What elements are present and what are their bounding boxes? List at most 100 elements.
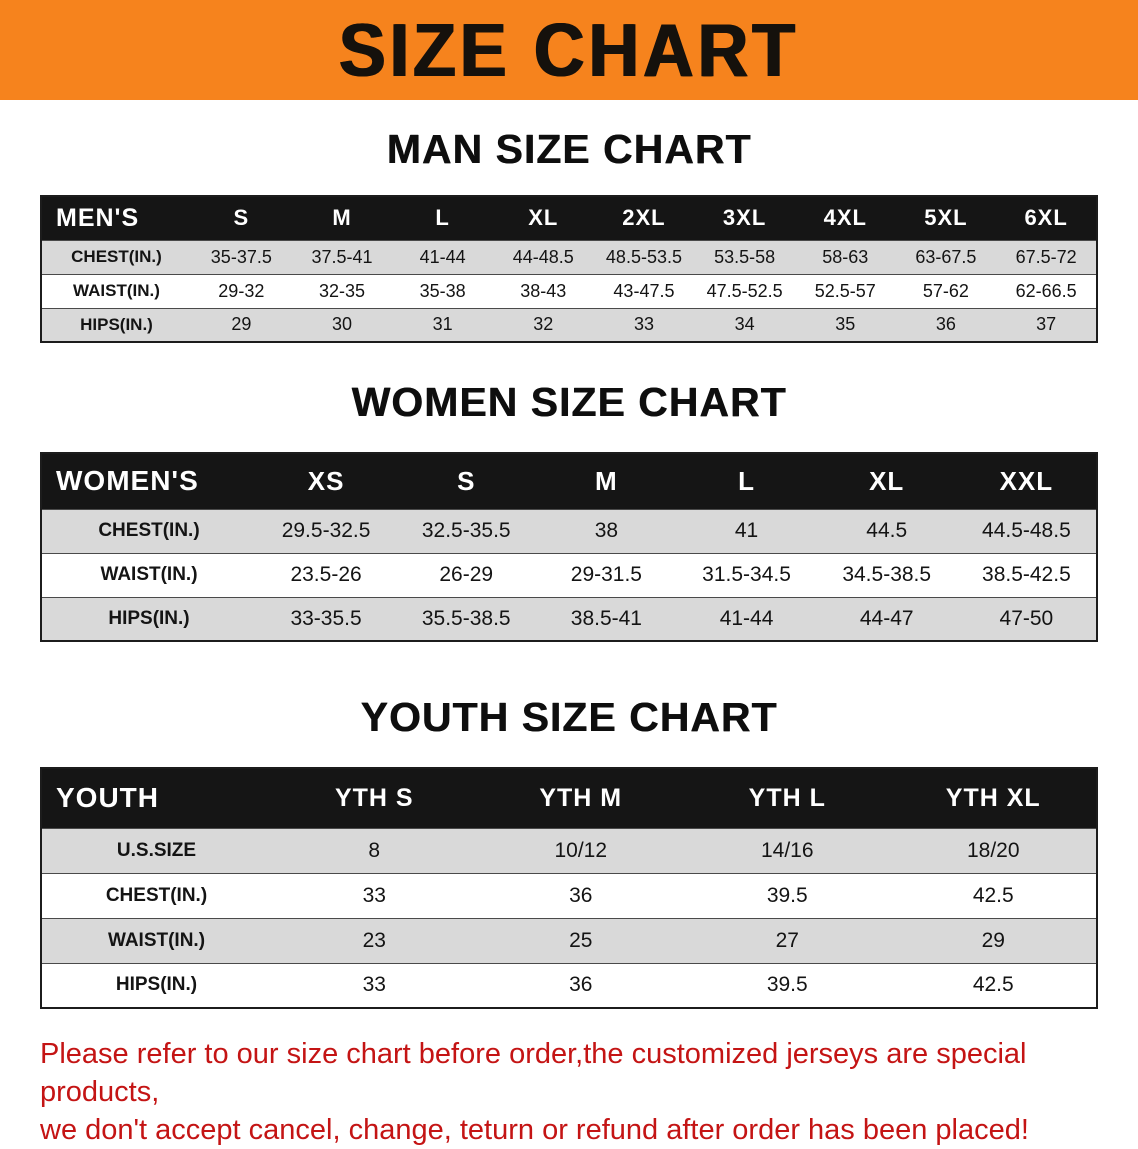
cell: 48.5-53.5 xyxy=(593,239,695,274)
women-size-table: WOMEN'S XS S M L XL XXL CHEST(IN.) 29.5-32.5 32.5… xyxy=(40,452,1098,642)
cell: 29.5-32.5 xyxy=(256,508,397,553)
table-row: WAIST(IN.) 23 25 27 29 xyxy=(41,917,1097,963)
cell: 44.5 xyxy=(816,508,957,553)
banner: SIZE CHART xyxy=(0,0,1138,100)
column-header: YTH L xyxy=(684,768,891,828)
cell: 10/12 xyxy=(477,827,684,873)
cell: 32 xyxy=(492,307,594,342)
cell: 38.5-41 xyxy=(536,596,677,641)
cell: 35-38 xyxy=(392,273,493,308)
cell: 29 xyxy=(890,917,1097,963)
row-label: HIPS(IN.) xyxy=(41,307,191,342)
youth-size-table: YOUTH YTH S YTH M YTH L YTH XL U.S.SIZE 8 10/12… xyxy=(40,767,1098,1009)
cell: 52.5-57 xyxy=(794,273,896,308)
cell: 47.5-52.5 xyxy=(694,273,795,308)
column-header: M xyxy=(536,453,677,509)
table-header-row: YOUTH YTH S YTH M YTH L YTH XL xyxy=(41,768,1097,828)
women-section-heading: WOMEN SIZE CHART xyxy=(351,379,787,425)
cell: 38-43 xyxy=(492,273,594,308)
cell: 33 xyxy=(593,307,695,342)
cell: 23.5-26 xyxy=(256,552,397,597)
cell: 42.5 xyxy=(890,872,1097,918)
column-header: 6XL xyxy=(996,196,1097,240)
cell: 36 xyxy=(895,307,997,342)
cell: 27 xyxy=(684,917,891,963)
cell: 26-29 xyxy=(396,552,537,597)
table-row: WAIST(IN.) 29-32 32-35 35-38 38-43 43-47.5 47.… xyxy=(41,273,1097,308)
table-row: HIPS(IN.) 29 30 31 32 33 34 35 36 37 xyxy=(41,307,1097,342)
cell: 37 xyxy=(996,307,1097,342)
cell: 35.5-38.5 xyxy=(396,596,537,641)
row-label: CHEST(IN.) xyxy=(41,872,271,918)
column-header: L xyxy=(392,196,493,240)
cell: 57-62 xyxy=(895,273,997,308)
men-section-heading: MAN SIZE CHART xyxy=(386,126,752,172)
page-title: SIZE CHART xyxy=(339,7,799,93)
cell: 35-37.5 xyxy=(191,239,292,274)
table-row: CHEST(IN.) 35-37.5 37.5-41 41-44 44-48.5 48.5… xyxy=(41,239,1097,274)
cell: 42.5 xyxy=(890,962,1097,1008)
cell: 29 xyxy=(191,307,292,342)
cell: 39.5 xyxy=(684,962,891,1008)
disclaimer-line-2: we don't accept cancel, change, teturn o… xyxy=(40,1114,1029,1146)
column-header: XL xyxy=(492,196,594,240)
row-label: WAIST(IN.) xyxy=(41,917,271,963)
column-header: 5XL xyxy=(895,196,997,240)
cell: 33-35.5 xyxy=(256,596,397,641)
cell: 30 xyxy=(291,307,393,342)
cell: 34 xyxy=(694,307,795,342)
cell: 32.5-35.5 xyxy=(396,508,537,553)
cell: 41 xyxy=(676,508,817,553)
column-header: 2XL xyxy=(593,196,695,240)
table-header-row: WOMEN'S XS S M L XL XXL xyxy=(41,453,1097,509)
cell: 53.5-58 xyxy=(694,239,795,274)
cell: 35 xyxy=(794,307,896,342)
cell: 29-32 xyxy=(191,273,292,308)
table-row: U.S.SIZE 8 10/12 14/16 18/20 xyxy=(41,827,1097,873)
cell: 44-48.5 xyxy=(492,239,594,274)
row-label: U.S.SIZE xyxy=(41,827,271,873)
column-header: M xyxy=(291,196,393,240)
cell: 14/16 xyxy=(684,827,891,873)
men-size-table: MEN'S S M L XL 2XL 3XL 4XL 5XL 6XL CHEST(IN.) 35-37… xyxy=(40,195,1098,343)
column-header: 3XL xyxy=(694,196,795,240)
cell: 34.5-38.5 xyxy=(816,552,957,597)
table-row: WAIST(IN.) 23.5-26 26-29 29-31.5 31.5-34.5 34… xyxy=(41,552,1097,597)
cell: 31 xyxy=(392,307,493,342)
table-corner-label: YOUTH xyxy=(41,768,271,828)
column-header: XS xyxy=(256,453,397,509)
cell: 38.5-42.5 xyxy=(956,552,1097,597)
table-corner-label: WOMEN'S xyxy=(41,453,256,509)
cell: 41-44 xyxy=(392,239,493,274)
cell: 62-66.5 xyxy=(996,273,1097,308)
table-row: CHEST(IN.) 33 36 39.5 42.5 xyxy=(41,872,1097,918)
cell: 25 xyxy=(477,917,684,963)
cell: 63-67.5 xyxy=(895,239,997,274)
row-label: WAIST(IN.) xyxy=(41,552,256,597)
column-header: 4XL xyxy=(794,196,896,240)
cell: 23 xyxy=(271,917,478,963)
cell: 44-47 xyxy=(816,596,957,641)
youth-section: YOUTH SIZE CHART YOUTH YTH S YTH M YTH L YTH… xyxy=(0,694,1138,1009)
table-row: HIPS(IN.) 33 36 39.5 42.5 xyxy=(41,962,1097,1008)
row-label: CHEST(IN.) xyxy=(41,239,191,274)
cell: 58-63 xyxy=(794,239,896,274)
cell: 67.5-72 xyxy=(996,239,1097,274)
cell: 37.5-41 xyxy=(291,239,393,274)
cell: 33 xyxy=(271,962,478,1008)
column-header: XXL xyxy=(956,453,1097,509)
cell: 29-31.5 xyxy=(536,552,677,597)
cell: 31.5-34.5 xyxy=(676,552,817,597)
cell: 44.5-48.5 xyxy=(956,508,1097,553)
men-section: MAN SIZE CHART MEN'S S M L XL 2XL 3XL 4XL 5XL 6XL… xyxy=(0,126,1138,343)
table-header-row: MEN'S S M L XL 2XL 3XL 4XL 5XL 6XL xyxy=(41,196,1097,240)
row-label: CHEST(IN.) xyxy=(41,508,256,553)
column-header: S xyxy=(396,453,537,509)
cell: 8 xyxy=(271,827,478,873)
row-label: WAIST(IN.) xyxy=(41,273,191,308)
cell: 47-50 xyxy=(956,596,1097,641)
cell: 33 xyxy=(271,872,478,918)
women-section: WOMEN SIZE CHART WOMEN'S XS S M L XL XXL CHEST(… xyxy=(0,379,1138,642)
table-corner-label: MEN'S xyxy=(41,196,191,240)
